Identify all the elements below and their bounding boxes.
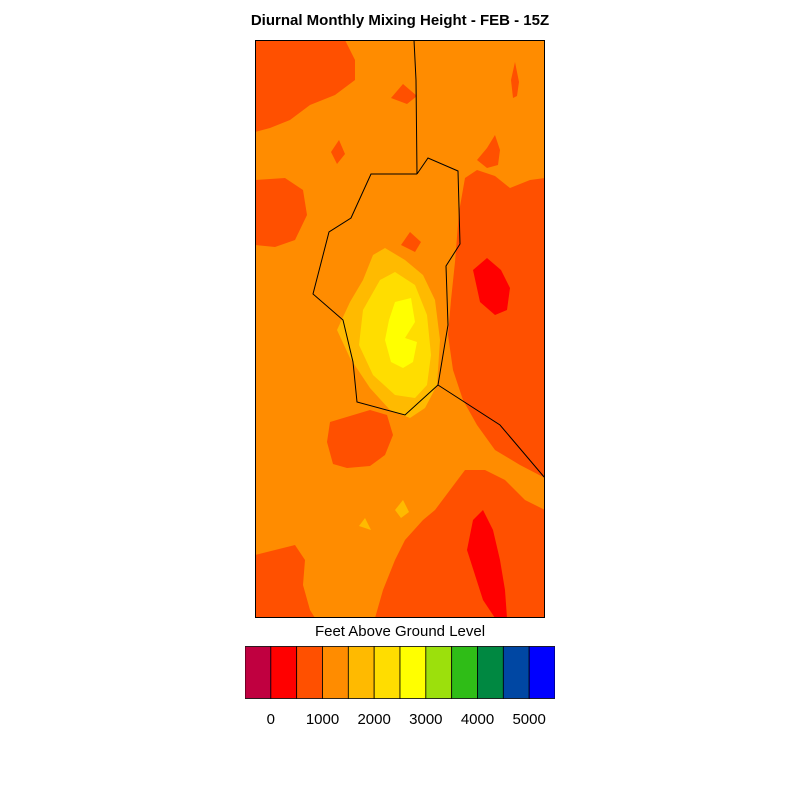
contour-3000-3500 [385,298,417,368]
contour-1000-1500-bottom-left [255,545,315,618]
legend-tick-label: 3000 [409,711,443,728]
map-frame [255,40,545,618]
legend-swatch [296,646,323,699]
contour-1000-1500-left [255,178,307,247]
region-boundary [312,157,461,416]
legend-swatch [502,646,530,699]
legend-swatch [477,646,504,699]
contour-1000-1500-spot-4 [511,62,519,98]
mixing-height-map [255,40,545,618]
legend-swatch [270,646,298,699]
legend-swatch [347,646,375,699]
legend-swatch [245,646,272,699]
contour-2000-2500-spot-2 [359,518,371,530]
contour-1000-1500-lower-center [327,410,393,468]
legend-tick-label: 5000 [512,711,546,728]
legend-swatch [451,646,478,699]
legend-title: Feet Above Ground Level [314,623,486,640]
contour-1000-1500-top-left [255,40,355,132]
state-boundary-north [413,40,418,175]
legend-swatch [528,646,555,699]
contour-1000-1500-spot-1 [391,84,417,104]
contour-1000-1500-spot-3 [401,232,421,252]
legend-swatch [322,646,349,699]
contour-500-1000-lower [467,510,507,618]
legend-tick-label: 2000 [357,711,391,728]
contour-1000-1500-right [448,170,545,478]
legend-tick-label: 0 [266,711,275,728]
legend-swatch [399,646,427,699]
color-legend-bar [245,646,555,699]
state-boundary-southeast [437,384,545,479]
legend-tick-label: 1000 [305,711,340,728]
contour-2000-2500-spot-1 [395,500,409,518]
legend-swatch [425,646,453,699]
legend-tick-label: 4000 [460,711,495,728]
contour-1000-1500-spot-2 [331,140,345,164]
chart-title: Diurnal Monthly Mixing Height - FEB - 15… [250,12,550,29]
contour-500-1000-upper [473,258,510,315]
contour-1000-1500-right-small [477,135,500,168]
legend-swatch [373,646,401,699]
